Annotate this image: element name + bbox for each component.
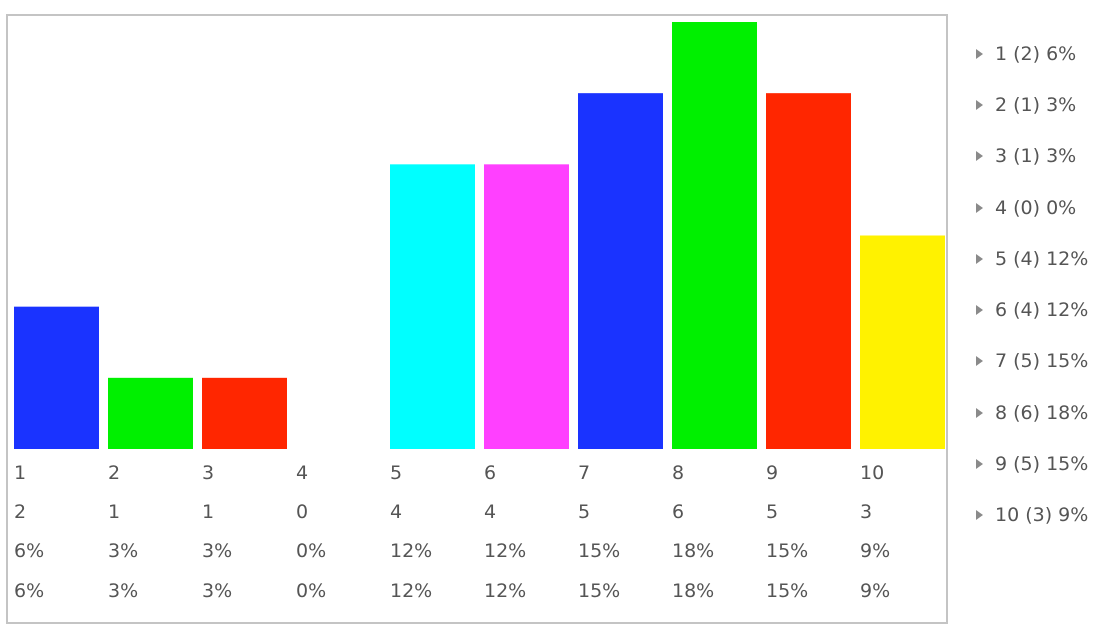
table-cell: 6% bbox=[14, 540, 45, 562]
legend-label: 10 (3) 9% bbox=[995, 504, 1089, 527]
table-cell: 9% bbox=[860, 540, 891, 562]
legend-label: 4 (0) 0% bbox=[995, 196, 1077, 219]
bar-10[interactable] bbox=[860, 235, 945, 450]
legend-item[interactable]: 3 (1) 3% bbox=[972, 131, 1088, 182]
disclosure-triangle-icon[interactable] bbox=[976, 253, 983, 264]
table-cell: 7 bbox=[578, 462, 591, 484]
legend-label: 1 (2) 6% bbox=[995, 42, 1077, 65]
table-cell: 9% bbox=[860, 580, 891, 602]
legend: 1 (2) 6% 2 (1) 3% 3 (1) 3% 4 (0) 0% 5 (4) 12… bbox=[972, 28, 1088, 541]
legend-item[interactable]: 7 (5) 15% bbox=[972, 336, 1088, 387]
table-cell: 2 bbox=[108, 462, 121, 484]
table-cell: 0% bbox=[296, 540, 327, 562]
table-cell: 15% bbox=[766, 580, 809, 602]
table-cell: 6 bbox=[484, 462, 497, 484]
table-cell: 0 bbox=[296, 501, 309, 523]
bar-5[interactable] bbox=[390, 164, 475, 450]
legend-item[interactable]: 5 (4) 12% bbox=[972, 233, 1088, 284]
table-cell: 12% bbox=[484, 540, 527, 562]
table-cell: 3 bbox=[860, 501, 873, 523]
table-cell: 4 bbox=[390, 501, 403, 523]
table-cell: 4 bbox=[484, 501, 497, 523]
table-cell: 1 bbox=[108, 501, 121, 523]
legend-label: 9 (5) 15% bbox=[995, 453, 1089, 476]
table-cell: 15% bbox=[578, 580, 621, 602]
table-cell: 15% bbox=[578, 540, 621, 562]
bar-plot bbox=[14, 22, 945, 450]
bar-1[interactable] bbox=[14, 306, 99, 449]
disclosure-triangle-icon[interactable] bbox=[976, 510, 983, 521]
table-cell: 6 bbox=[672, 501, 685, 523]
table-cell: 10 bbox=[860, 462, 885, 484]
legend-label: 8 (6) 18% bbox=[995, 401, 1089, 424]
table-cell: 15% bbox=[766, 540, 809, 562]
legend-item[interactable]: 4 (0) 0% bbox=[972, 182, 1088, 233]
disclosure-triangle-icon[interactable] bbox=[976, 305, 983, 316]
legend-item[interactable]: 1 (2) 6% bbox=[972, 28, 1088, 79]
table-cell: 3 bbox=[202, 462, 215, 484]
table-cell: 1 bbox=[202, 501, 215, 523]
table-cell: 8 bbox=[672, 462, 685, 484]
bar-9[interactable] bbox=[766, 93, 851, 450]
table-cell: 3% bbox=[108, 540, 139, 562]
table-cell: 9 bbox=[766, 462, 779, 484]
table-cell: 5 bbox=[578, 501, 591, 523]
bar-8[interactable] bbox=[672, 22, 757, 449]
table-cell: 2 bbox=[14, 501, 27, 523]
table-cell: 18% bbox=[672, 580, 715, 602]
table-cell: 6% bbox=[14, 580, 45, 602]
table-cell: 5 bbox=[390, 462, 403, 484]
legend-item[interactable]: 9 (5) 15% bbox=[972, 438, 1088, 489]
legend-label: 2 (1) 3% bbox=[995, 93, 1077, 116]
bar-2[interactable] bbox=[108, 377, 193, 449]
table-cell: 4 bbox=[296, 462, 309, 484]
disclosure-triangle-icon[interactable] bbox=[976, 202, 983, 213]
table-cell: 12% bbox=[484, 580, 527, 602]
legend-item[interactable]: 6 (4) 12% bbox=[972, 284, 1088, 335]
table-cell: 5 bbox=[766, 501, 779, 523]
legend-label: 7 (5) 15% bbox=[995, 350, 1089, 373]
table-cell: 3% bbox=[202, 540, 233, 562]
disclosure-triangle-icon[interactable] bbox=[976, 459, 983, 470]
disclosure-triangle-icon[interactable] bbox=[976, 48, 983, 59]
disclosure-triangle-icon[interactable] bbox=[976, 356, 983, 367]
table-cell: 0% bbox=[296, 580, 327, 602]
table-cell: 3% bbox=[202, 580, 233, 602]
table-cell: 12% bbox=[390, 580, 433, 602]
bar-6[interactable] bbox=[484, 164, 569, 450]
table-cell: 18% bbox=[672, 540, 715, 562]
bar-7[interactable] bbox=[578, 93, 663, 450]
legend-item[interactable]: 2 (1) 3% bbox=[972, 79, 1088, 130]
legend-label: 6 (4) 12% bbox=[995, 299, 1089, 322]
disclosure-triangle-icon[interactable] bbox=[976, 99, 983, 110]
table-cell: 12% bbox=[390, 540, 433, 562]
table-cell: 3% bbox=[108, 580, 139, 602]
legend-item[interactable]: 8 (6) 18% bbox=[972, 387, 1088, 438]
legend-label: 5 (4) 12% bbox=[995, 247, 1089, 270]
legend-label: 3 (1) 3% bbox=[995, 145, 1077, 168]
disclosure-triangle-icon[interactable] bbox=[976, 151, 983, 162]
table-cell: 1 bbox=[14, 462, 27, 484]
legend-item[interactable]: 10 (3) 9% bbox=[972, 490, 1088, 541]
bar-3[interactable] bbox=[202, 377, 287, 449]
disclosure-triangle-icon[interactable] bbox=[976, 407, 983, 418]
